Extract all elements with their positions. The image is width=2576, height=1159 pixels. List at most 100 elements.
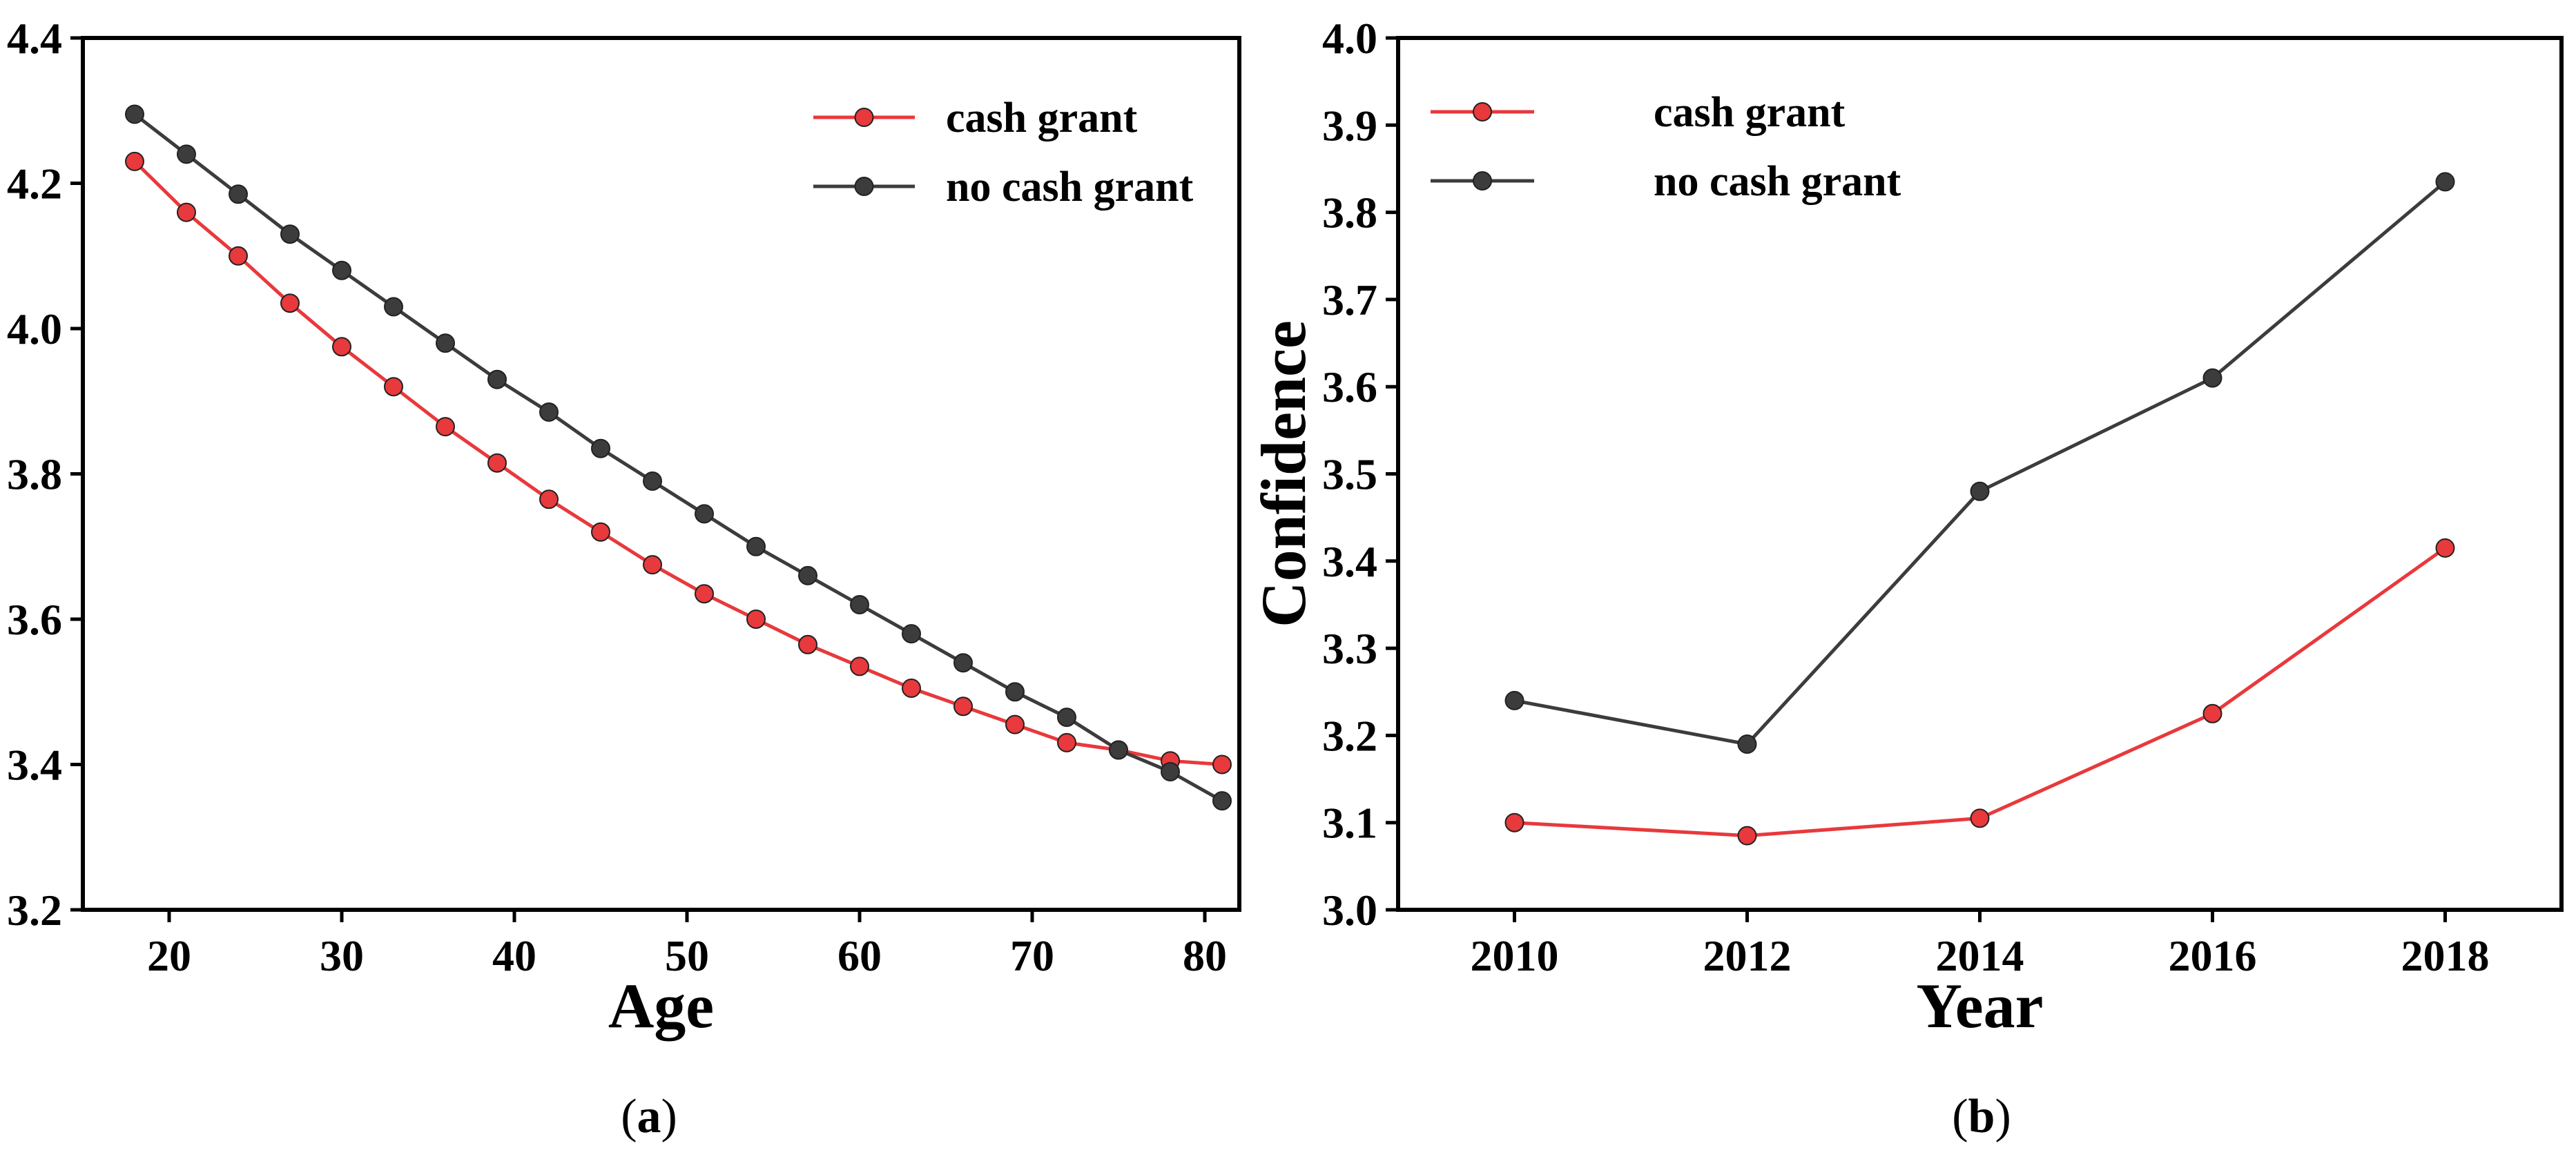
data-point-cash-grant [695,584,714,604]
x-tick-label: 2010 [1471,931,1559,980]
data-point-cash-grant [539,489,559,509]
chart-panel-a: 20 30 40 50 60 70 80 3.2 3.4 3.6 3.8 4.0 4.2 4.4 Age Co… [0,14,1241,1143]
data-point-no-cash-grant [643,471,662,491]
data-point-no-cash-grant [850,595,869,614]
data-point-cash-grant [125,151,144,171]
data-point-cash-grant [332,337,351,357]
legend-item-no-cash-grant: no cash grant [1431,158,1901,205]
data-point-no-cash-grant [1005,682,1025,702]
data-point-cash-grant [902,679,921,698]
x-axis-title: Year [1917,971,2044,1041]
x-tick-label: 40 [492,931,536,980]
legend-label: cash grant [946,95,1138,142]
data-point-cash-grant [1504,812,1524,832]
x-tick-label: 60 [837,931,882,980]
x-tick-label: 2014 [1936,931,2024,980]
data-point-no-cash-grant [229,184,248,204]
data-point-cash-grant [229,246,248,266]
x-tick-label: 2016 [2169,931,2257,980]
y-tick-label: 3.8 [1322,188,1377,237]
data-point-no-cash-grant [384,297,403,317]
data-point-cash-grant [1057,732,1076,752]
y-tick-label: 4.4 [7,14,62,63]
series-line-no-cash-grant [133,113,1223,803]
y-tick-label: 4.2 [7,159,62,208]
data-point-no-cash-grant [487,369,507,389]
panel-caption: (b) [1952,1090,2011,1143]
data-point-cash-grant [953,697,973,717]
data-point-cash-grant [591,522,610,542]
y-tick-label: 3.4 [7,741,62,790]
data-point-no-cash-grant [746,536,766,556]
data-point-cash-grant [487,453,507,473]
data-point-no-cash-grant [591,438,610,458]
legend-label: no cash grant [946,164,1194,211]
data-point-no-cash-grant [177,144,196,164]
data-point-cash-grant [1970,808,1990,828]
y-axis-title: Confidence [0,320,3,627]
y-tick-label: 3.6 [1322,362,1377,411]
x-tick-label: 30 [320,931,364,980]
x-tick-label: 70 [1010,931,1054,980]
y-tick-label: 4.0 [7,304,62,353]
y-tick-label: 3.8 [7,450,62,499]
data-point-cash-grant [177,202,196,222]
y-axis-title: Confidence [1248,320,1319,627]
y-tick-label: 3.2 [7,886,62,935]
panel-caption: (a) [621,1090,677,1143]
data-point-cash-grant [1212,754,1232,775]
legend-item-cash-grant: cash grant [813,95,1138,142]
chart-panel-b: 2010 2012 2014 2016 2018 3.0 3.1 3.2 3.3 3.4 3.5 3.… [1248,14,2564,1143]
y-tick-label: 3.0 [1322,886,1377,935]
data-point-cash-grant [2435,538,2455,558]
data-point-no-cash-grant [125,104,144,124]
data-point-no-cash-grant [902,624,921,644]
y-tick-label: 3.9 [1322,101,1377,150]
data-point-no-cash-grant [2435,172,2455,192]
data-point-cash-grant [384,377,403,397]
data-point-cash-grant [2202,703,2222,723]
x-tick-label: 80 [1183,931,1227,980]
data-point-no-cash-grant [1109,740,1128,760]
data-point-no-cash-grant [695,504,714,524]
y-tick-label: 4.0 [1322,14,1377,63]
data-point-no-cash-grant [1212,791,1232,811]
data-point-no-cash-grant [1970,481,1990,501]
series-line-cash-grant [133,160,1223,766]
data-point-no-cash-grant [798,565,817,585]
x-axis-title: Age [608,971,714,1041]
data-point-cash-grant [746,610,766,629]
x-tick-label: 2012 [1703,931,1792,980]
data-point-no-cash-grant [1161,762,1180,781]
legend-label: no cash grant [1654,158,1901,205]
x-tick-label: 50 [665,931,709,980]
data-point-no-cash-grant [436,333,455,353]
data-point-no-cash-grant [332,260,351,280]
data-point-cash-grant [643,555,662,575]
legend-marker [854,108,874,127]
data-point-cash-grant [850,656,869,676]
x-tick-label: 20 [147,931,191,980]
data-point-cash-grant [436,417,455,437]
data-point-no-cash-grant [953,653,973,673]
y-tick-label: 3.3 [1322,624,1377,673]
data-point-cash-grant [798,634,817,654]
data-point-cash-grant [280,293,300,313]
data-point-no-cash-grant [1057,708,1076,728]
legend-marker [1473,102,1492,121]
data-point-no-cash-grant [1504,690,1524,710]
data-point-no-cash-grant [539,402,559,422]
legend-item-no-cash-grant: no cash grant [813,164,1194,211]
data-point-cash-grant [1005,714,1025,734]
data-point-cash-grant [1737,826,1757,846]
legend-label: cash grant [1654,89,1846,136]
y-tick-label: 3.2 [1322,711,1377,760]
y-tick-label: 3.7 [1322,275,1377,324]
data-point-no-cash-grant [280,224,300,244]
legend-item-cash-grant: cash grant [1431,89,1846,136]
y-tick-label: 3.5 [1322,450,1377,499]
data-point-no-cash-grant [1737,734,1757,754]
legend-marker [1473,171,1492,191]
y-tick-label: 3.4 [1322,537,1377,586]
